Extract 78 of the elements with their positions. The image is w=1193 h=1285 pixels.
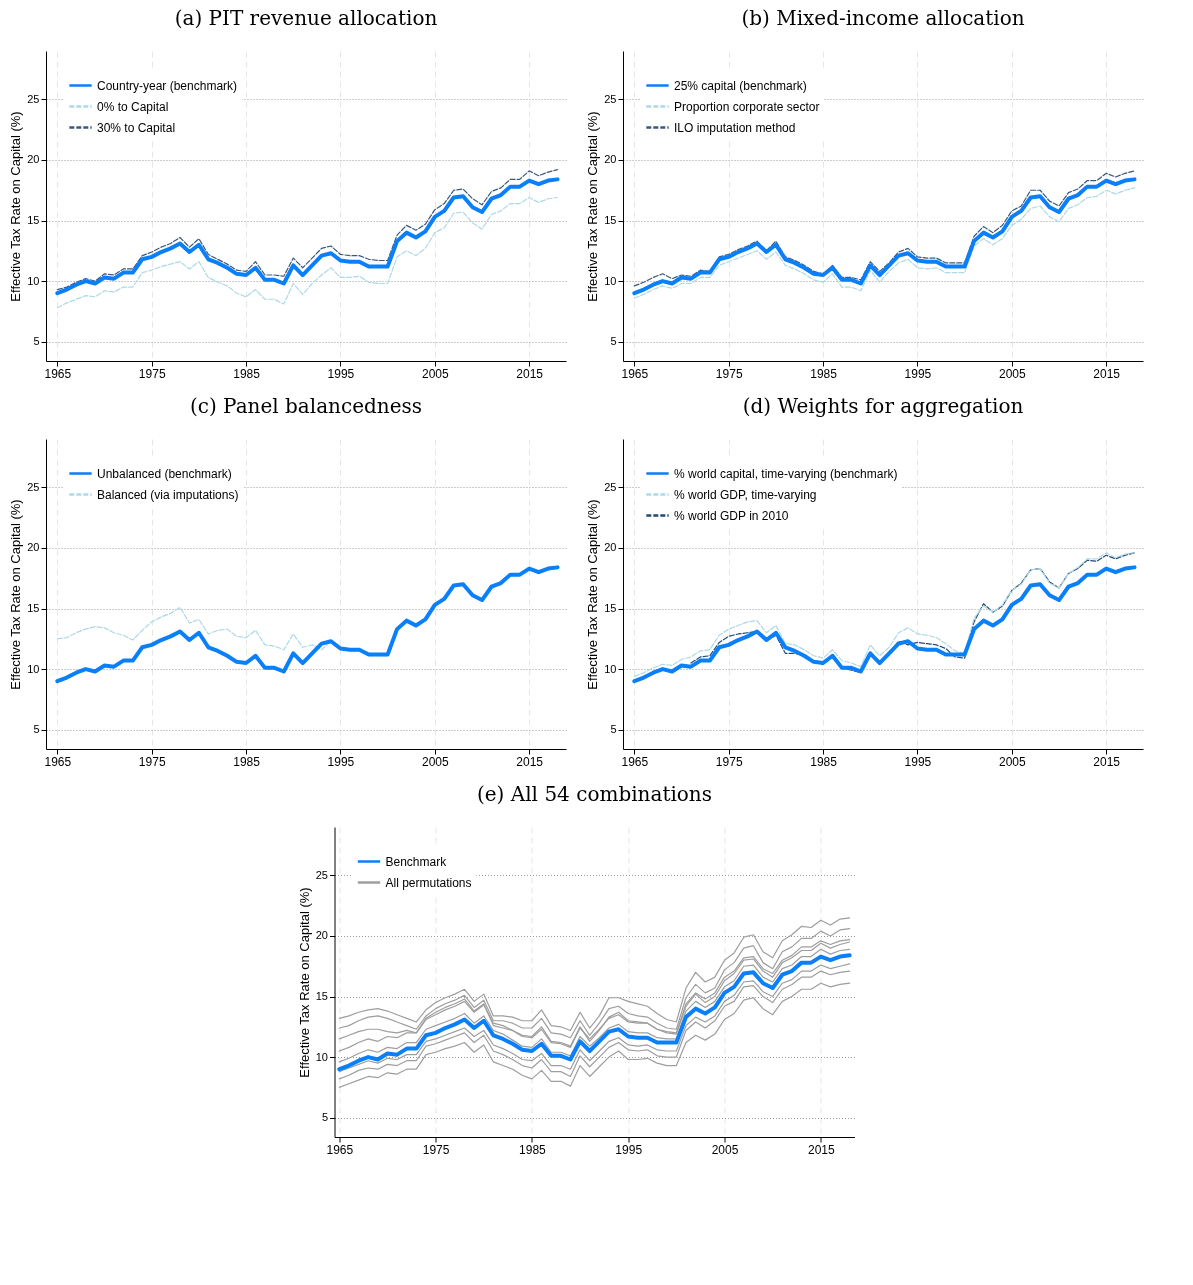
y-tick-label: 20 [604,541,617,554]
x-tick-label: 1965 [621,754,649,769]
x-tick-label: 1985 [233,366,261,381]
y-axis-title: Effective Tax Rate on Capital (%) [296,887,312,1078]
x-tick-label: 1975 [138,366,166,381]
x-tick-label: 1965 [44,754,72,769]
chart-title: (a) PIT revenue allocation [174,6,438,30]
legend-label: % world capital, time-varying (benchmark) [674,466,898,481]
chart-title: (c) Panel balancedness [189,394,423,418]
x-tick-label: 1995 [615,1142,643,1157]
y-tick-label: 25 [27,480,40,493]
x-tick-label: 1975 [715,366,743,381]
legend-label: Benchmark [385,854,448,869]
x-tick-label: 1985 [519,1142,547,1157]
legend-label: 30% to Capital [97,120,176,135]
legend-label: % world GDP, time-varying [674,487,817,502]
y-axis-title: Effective Tax Rate on Capital (%) [585,111,601,302]
x-tick-label: 2005 [421,754,449,769]
y-tick-label: 25 [315,868,328,881]
legend-label: 0% to Capital [97,99,169,114]
x-tick-label: 2015 [807,1142,835,1157]
y-tick-label: 20 [27,153,40,166]
y-tick-label: 20 [604,153,617,166]
y-tick-label: 20 [315,929,328,942]
y-tick-label: 10 [604,274,617,287]
x-tick-label: 1965 [326,1142,354,1157]
chart-title: (e) All 54 combinations [476,782,713,806]
y-axis-title: Effective Tax Rate on Capital (%) [585,499,601,690]
y-tick-label: 5 [321,1111,328,1124]
x-tick-label: 1975 [138,754,166,769]
y-tick-label: 5 [33,723,40,736]
x-tick-label: 1995 [904,366,932,381]
x-tick-label: 2015 [516,366,544,381]
legend-label: Country-year (benchmark) [97,78,238,93]
x-tick-label: 1985 [810,366,838,381]
x-tick-label: 1985 [233,754,261,769]
x-tick-label: 2005 [421,366,449,381]
y-tick-label: 15 [604,214,617,227]
x-tick-label: 2015 [1093,754,1121,769]
y-tick-label: 10 [27,274,40,287]
x-tick-label: 1965 [621,366,649,381]
y-tick-label: 25 [27,92,40,105]
y-tick-label: 15 [315,990,328,1003]
y-tick-label: 5 [610,723,617,736]
x-tick-label: 2015 [1093,366,1121,381]
y-tick-label: 5 [610,335,617,348]
y-tick-label: 20 [27,541,40,554]
x-tick-label: 1985 [810,754,838,769]
chart-title: (d) Weights for aggregation [742,394,1024,418]
x-tick-label: 1995 [327,754,355,769]
y-axis-title: Effective Tax Rate on Capital (%) [8,111,24,302]
legend-label: ILO imputation method [674,120,796,135]
y-tick-label: 10 [315,1050,328,1063]
y-tick-label: 5 [33,335,40,348]
legend-label: % world GDP in 2010 [674,508,789,523]
x-tick-label: 1965 [44,366,72,381]
y-tick-label: 15 [27,602,40,615]
y-tick-label: 15 [604,602,617,615]
legend-label: Balanced (via imputations) [97,487,239,502]
x-tick-label: 2005 [711,1142,739,1157]
x-tick-label: 1975 [422,1142,450,1157]
x-tick-label: 1995 [904,754,932,769]
y-tick-label: 25 [604,92,617,105]
y-tick-label: 25 [604,480,617,493]
x-tick-label: 1975 [715,754,743,769]
x-tick-label: 1995 [327,366,355,381]
y-tick-label: 10 [27,662,40,675]
y-tick-label: 15 [27,214,40,227]
chart-title: (b) Mixed-income allocation [741,6,1025,30]
y-axis-title: Effective Tax Rate on Capital (%) [8,499,24,690]
legend-label: All permutations [385,875,472,890]
legend-label: Proportion corporate sector [674,99,820,114]
x-tick-label: 2005 [998,366,1026,381]
legend-label: Unbalanced (benchmark) [97,466,232,481]
x-tick-label: 2005 [998,754,1026,769]
x-tick-label: 2015 [516,754,544,769]
legend-label: 25% capital (benchmark) [674,78,807,93]
y-tick-label: 10 [604,662,617,675]
